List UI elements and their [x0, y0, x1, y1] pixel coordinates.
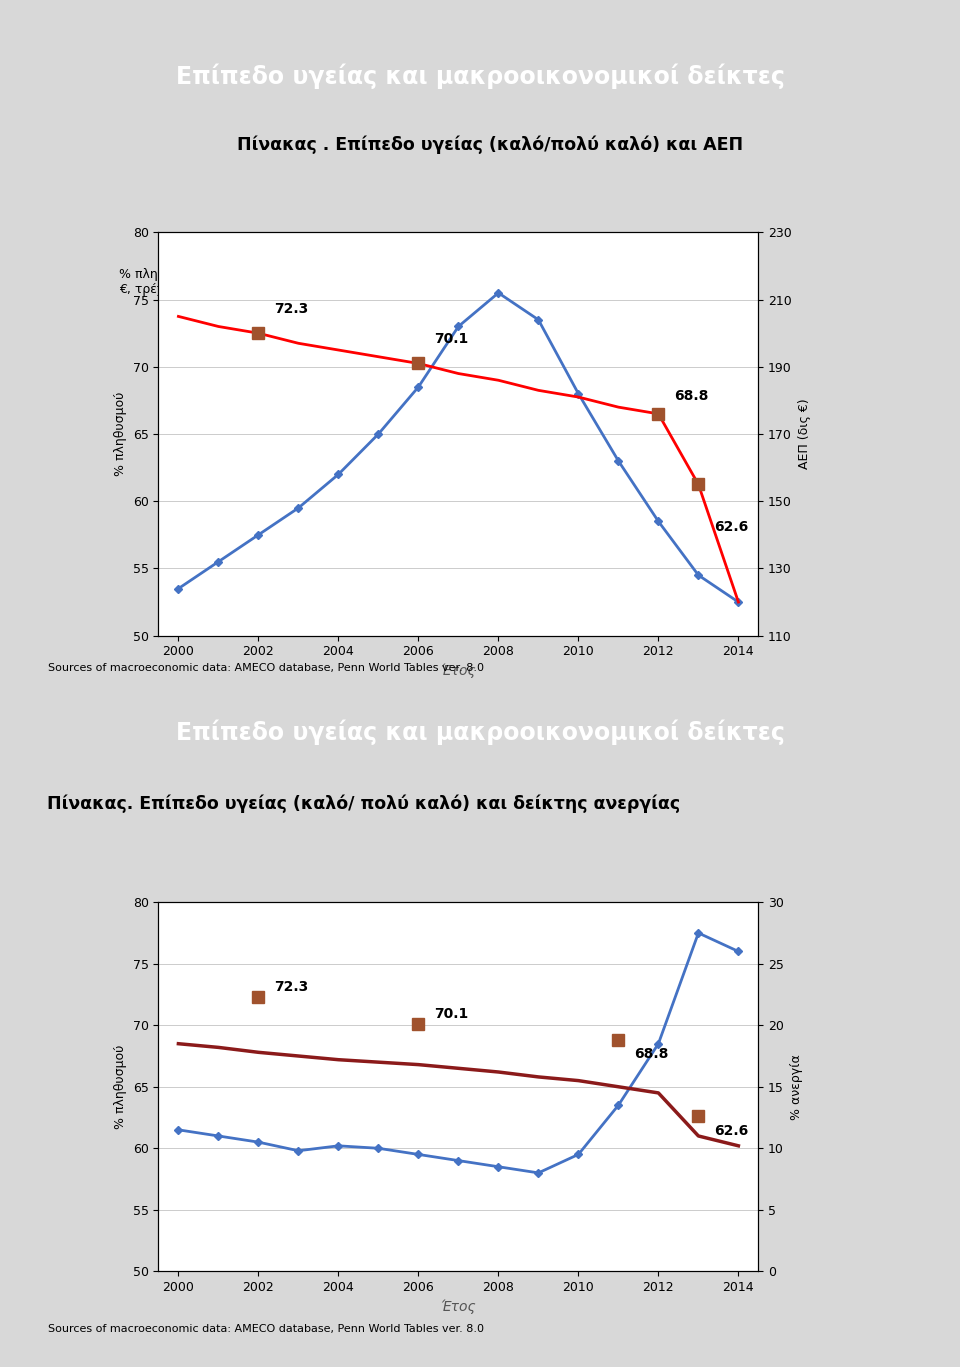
- Text: 62.6: 62.6: [714, 1124, 749, 1137]
- X-axis label: Έτος: Έτος: [441, 1300, 476, 1314]
- Text: Πίνακας . Επίπεδο υγείας (καλό/πολύ καλό) και ΑΕΠ: Πίνακας . Επίπεδο υγείας (καλό/πολύ καλό…: [236, 135, 743, 154]
- Text: Πίνακας. Επίπεδο υγείας (καλό/ πολύ καλό) και δείκτης ανεργίας: Πίνακας. Επίπεδο υγείας (καλό/ πολύ καλό…: [47, 794, 680, 813]
- Y-axis label: % πληθυσμού: % πληθυσμού: [114, 392, 127, 476]
- Y-axis label: % πληθυσμού: % πληθυσμού: [114, 1044, 127, 1129]
- Text: % πληθυσμού με καλή/πολύ καλή υγεία και ΑΕΠ (δις
€, τρέχουσες τιμές αγοράς): % πληθυσμού με καλή/πολύ καλή υγεία και …: [119, 268, 444, 295]
- Text: Sources of macroeconomic data: AMECO database, Penn World Tables ver. 8.0: Sources of macroeconomic data: AMECO dat…: [48, 1323, 484, 1334]
- Text: 68.8: 68.8: [674, 390, 708, 403]
- Text: Sources of macroeconomic data: AMECO database, Penn World Tables ver. 8.0: Sources of macroeconomic data: AMECO dat…: [48, 663, 484, 674]
- Text: Επίπεδο υγείας και μακροοικονομικοί δείκτες: Επίπεδο υγείας και μακροοικονομικοί δείκ…: [176, 720, 784, 745]
- Text: 72.3: 72.3: [275, 302, 309, 316]
- Text: 68.8: 68.8: [635, 1047, 669, 1061]
- Text: 62.6: 62.6: [714, 521, 749, 534]
- Text: Επίπεδο υγείας και μακροοικονομικοί δείκτες: Επίπεδο υγείας και μακροοικονομικοί δείκ…: [176, 64, 784, 89]
- Text: 70.1: 70.1: [434, 332, 468, 346]
- Y-axis label: ΑΕΠ (δις €): ΑΕΠ (δις €): [798, 399, 810, 469]
- Text: 70.1: 70.1: [434, 1007, 468, 1021]
- X-axis label: Έτος: Έτος: [441, 664, 476, 678]
- Text: 72.3: 72.3: [275, 980, 309, 994]
- Y-axis label: % ανεργία: % ανεργία: [789, 1054, 803, 1120]
